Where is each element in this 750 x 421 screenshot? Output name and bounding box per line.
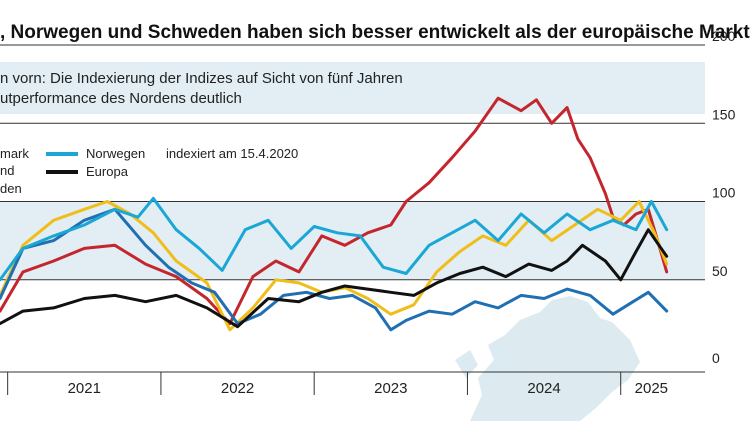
y-tick-label: 200 — [712, 28, 736, 44]
y-tick-label: 0 — [712, 350, 720, 366]
series-line-blue — [0, 207, 669, 332]
subtitle-line-1: n vorn: Die Indexierung der Indizes auf … — [0, 70, 403, 87]
x-tick-label: 2021 — [68, 380, 101, 397]
gridlines — [0, 44, 705, 281]
series-line-norway — [0, 196, 669, 282]
legend-label-den: den — [0, 181, 22, 196]
x-tick-label: 2023 — [374, 380, 407, 397]
legend-label-europa: Europa — [86, 164, 129, 179]
legend-note: indexiert am 15.4.2020 — [166, 146, 298, 161]
x-axis: 2021 2022 2023 2024 2025 — [7, 372, 668, 397]
x-tick-label: 2025 — [635, 380, 668, 397]
y-axis: 0 50 100 150 200 — [712, 28, 736, 366]
legend-label-norwegen: Norwegen — [86, 146, 145, 161]
subtitle-line-2: utperformance des Nordens deutlich — [0, 90, 242, 107]
series-line-red — [0, 96, 669, 326]
legend: mark nd den Norwegen Europa indexiert am… — [0, 146, 298, 196]
subtitle-band — [0, 62, 705, 114]
legend-label-mark: mark — [0, 146, 29, 161]
map-silhouette — [455, 296, 640, 421]
chart-title: , Norwegen und Schweden haben sich besse… — [0, 22, 750, 43]
x-tick-label: 2022 — [221, 380, 254, 397]
series-layer — [0, 96, 669, 332]
y-tick-label: 150 — [712, 106, 736, 122]
y-tick-label: 100 — [712, 185, 736, 201]
series-line-europa — [0, 228, 669, 329]
y-tick-label: 50 — [712, 263, 728, 279]
x-tick-label: 2024 — [527, 380, 560, 397]
legend-label-nd: nd — [0, 163, 14, 178]
